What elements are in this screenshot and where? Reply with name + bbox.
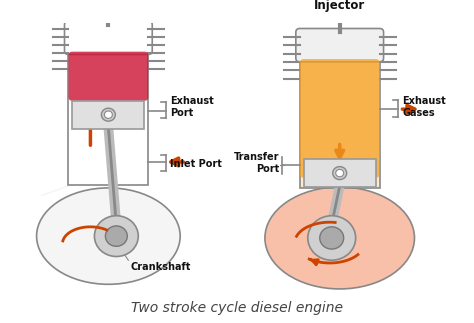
- FancyBboxPatch shape: [73, 101, 144, 129]
- FancyBboxPatch shape: [69, 52, 148, 101]
- Text: Two stroke cycle diesel engine: Two stroke cycle diesel engine: [131, 301, 343, 315]
- Bar: [300, 58, 380, 188]
- Circle shape: [333, 167, 346, 180]
- FancyBboxPatch shape: [296, 28, 383, 62]
- Text: Transfer
Port: Transfer Port: [234, 152, 280, 174]
- FancyBboxPatch shape: [64, 21, 152, 55]
- Ellipse shape: [36, 188, 180, 284]
- Text: Injector: Injector: [314, 0, 365, 12]
- Circle shape: [105, 226, 128, 246]
- Ellipse shape: [265, 187, 414, 289]
- Circle shape: [94, 216, 138, 256]
- Text: Inlet Port: Inlet Port: [170, 159, 222, 169]
- Circle shape: [320, 227, 344, 249]
- FancyBboxPatch shape: [304, 159, 375, 187]
- FancyBboxPatch shape: [300, 59, 380, 178]
- Text: Exhaust
Port: Exhaust Port: [170, 97, 214, 118]
- Circle shape: [336, 169, 344, 177]
- Circle shape: [308, 216, 356, 260]
- Text: Crankshaft: Crankshaft: [130, 262, 191, 272]
- Circle shape: [104, 111, 112, 119]
- Circle shape: [101, 108, 115, 121]
- Bar: [69, 51, 148, 185]
- Text: Exhaust
Gases: Exhaust Gases: [402, 97, 446, 118]
